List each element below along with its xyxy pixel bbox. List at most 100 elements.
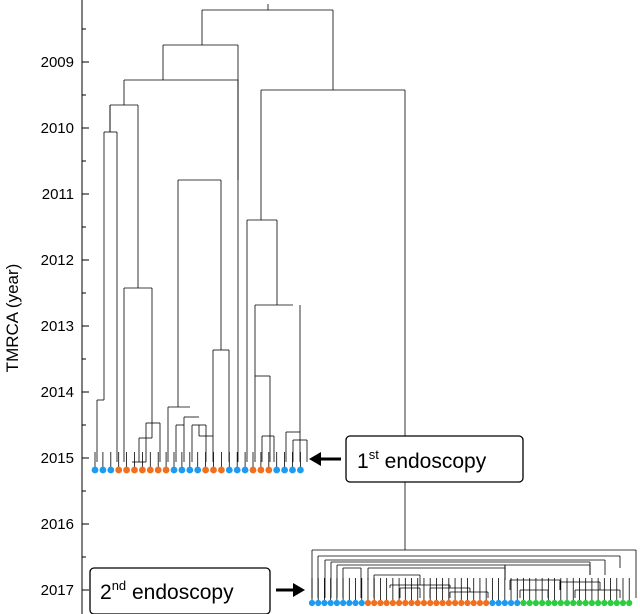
sample-dot [501, 599, 508, 607]
sample-dot [563, 599, 571, 607]
sample-dot [225, 466, 233, 474]
sample-dot [551, 599, 558, 607]
sample-dot [281, 466, 288, 474]
first-endoscopy-samples [91, 466, 304, 474]
sample-dot [273, 466, 281, 474]
sample-dot [383, 599, 390, 607]
sample-dot [626, 599, 633, 607]
sample-dot [241, 466, 249, 474]
sample-dot [123, 466, 130, 474]
sample-dot [595, 599, 602, 607]
sample-dot [545, 599, 552, 607]
tree-branches [94, 4, 637, 601]
y-tick-label: 2013 [41, 318, 74, 335]
sample-dot [588, 599, 596, 607]
sample-dot [139, 466, 146, 474]
sample-dot [576, 599, 583, 607]
sample-dot [186, 466, 194, 474]
sample-dot [489, 599, 496, 607]
sample-dot [218, 466, 225, 474]
second-endoscopy-arrowhead [293, 583, 305, 597]
sample-dot [364, 599, 372, 607]
y-tick-label: 2010 [41, 120, 74, 137]
sample-dot [607, 599, 614, 607]
second-endoscopy-box [89, 567, 271, 614]
sample-dot [470, 599, 477, 607]
second-endoscopy-label: 2nd endoscopy [100, 578, 234, 604]
sample-dot [613, 599, 620, 607]
sample-dot [433, 599, 440, 607]
first-endoscopy-label: 1st endoscopy [357, 447, 487, 473]
y-axis-title: TMRCA (year) [3, 264, 22, 373]
sample-dot [91, 466, 99, 474]
sample-dot [321, 599, 328, 607]
second-endoscopy-samples [308, 599, 633, 607]
sample-dot [507, 599, 515, 607]
sample-dot [464, 599, 471, 607]
sample-dot [458, 599, 465, 607]
sample-dot [107, 466, 115, 474]
sample-dot [582, 599, 589, 607]
sample-dot [445, 599, 452, 607]
sample-dot [194, 466, 202, 474]
sample-dot [327, 599, 334, 607]
y-tick-label: 2012 [41, 252, 74, 269]
first-endoscopy-callout: 1st endoscopy [309, 435, 524, 483]
sample-dot [520, 599, 527, 607]
sample-dot [389, 599, 396, 607]
sample-dot [371, 599, 378, 607]
sample-dot [233, 466, 241, 474]
sample-dot [557, 599, 564, 607]
y-axis-ticks: 2009 2010 2011 2012 2013 2014 2015 2016 2017 [41, 28, 89, 599]
sample-dot [408, 599, 415, 607]
y-tick-label: 2009 [41, 54, 74, 71]
sample-dot [154, 466, 162, 474]
sample-dot [514, 599, 521, 607]
sample-dot [539, 599, 546, 607]
sample-dot [420, 599, 428, 607]
sample-dot [352, 599, 359, 607]
sample-dot [265, 466, 273, 474]
y-tick-label: 2014 [41, 384, 74, 401]
sample-dot [202, 466, 210, 474]
sample-dot [289, 466, 296, 474]
sample-dot [297, 466, 304, 474]
second-endoscopy-callout: 2nd endoscopy [89, 567, 305, 614]
sample-dot [532, 599, 540, 607]
sample-dot [526, 599, 533, 607]
sample-dot [115, 466, 123, 474]
sample-dot [570, 599, 577, 607]
sample-dot [210, 466, 217, 474]
sample-dot [178, 466, 186, 474]
sample-dot [619, 599, 627, 607]
sample-dot [340, 599, 347, 607]
sample-dot [439, 599, 446, 607]
sample-dot [495, 599, 502, 607]
first-endoscopy-arrowhead [309, 452, 321, 466]
sample-dot [601, 599, 608, 607]
sample-dot [99, 466, 107, 474]
y-tick-label: 2015 [41, 450, 74, 467]
sample-dot [257, 466, 265, 474]
sample-dot [131, 466, 138, 474]
y-tick-label: 2011 [42, 186, 74, 203]
sample-dot [333, 599, 340, 607]
sample-dot [414, 599, 421, 607]
sample-dot [249, 466, 257, 474]
sample-dot [162, 466, 170, 474]
sample-dot [427, 599, 434, 607]
y-tick-label: 2017 [41, 582, 74, 599]
sample-dot [146, 466, 154, 474]
sample-dot [315, 599, 322, 607]
sample-dot [476, 599, 484, 607]
sample-dot [308, 599, 316, 607]
y-tick-label: 2016 [41, 516, 74, 533]
sample-dot [377, 599, 384, 607]
first-endoscopy-box [345, 435, 524, 483]
sample-dot [402, 599, 409, 607]
sample-dot [170, 466, 178, 474]
sample-dot [358, 599, 365, 607]
sample-dot [346, 599, 353, 607]
sample-dot [451, 599, 459, 607]
